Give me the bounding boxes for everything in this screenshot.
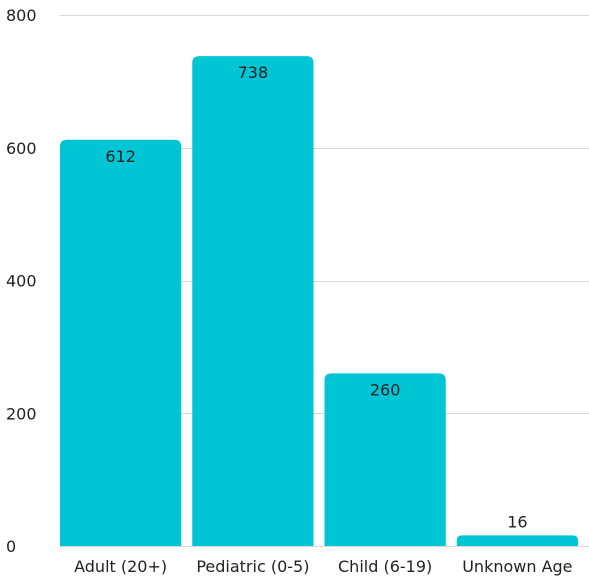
data-label-2: 260 [370,380,401,399]
x-tick-label-3: Unknown Age [462,557,572,576]
bar-child-6-19 [324,373,446,546]
x-tick-label-0: Adult (20+) [74,557,167,576]
bar-pediatric-0-5 [192,56,314,547]
data-label-0: 612 [105,147,136,166]
x-axis-labels: Adult (20+) Pediatric (0-5) Child (6-19) Un… [74,557,572,576]
y-axis-ticks: 0 200 400 600 800 [6,6,37,556]
x-tick-label-1: Pediatric (0-5) [196,557,309,576]
y-tick-label-400: 400 [6,272,37,291]
data-label-3: 16 [507,512,527,531]
x-tick-label-2: Child (6-19) [338,557,432,576]
y-tick-label-200: 200 [6,404,37,423]
y-tick-label-800: 800 [6,6,37,25]
bar-unknown-age [456,535,578,546]
bars [60,56,578,547]
y-tick-label-0: 0 [6,537,16,556]
data-labels: 612 738 260 16 [105,63,527,531]
data-label-1: 738 [238,63,269,82]
y-tick-label-600: 600 [6,139,37,158]
bar-adult-20 [60,139,182,546]
